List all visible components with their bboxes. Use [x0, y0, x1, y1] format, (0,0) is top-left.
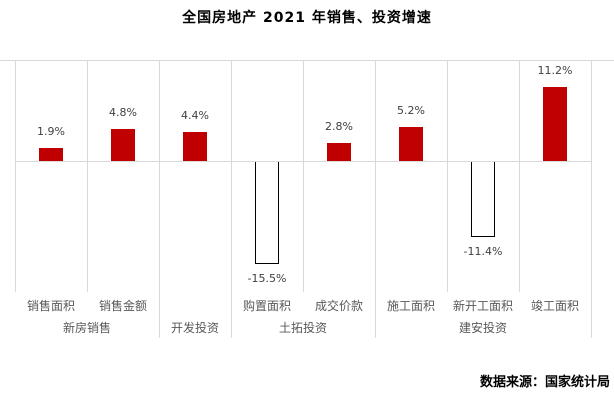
value-label: 5.2% [397, 104, 425, 117]
group-divider [375, 292, 376, 338]
value-label: -11.4% [463, 245, 503, 258]
chart-title: 全国房地产 2021 年销售、投资增速 [182, 10, 432, 26]
value-label: 11.2% [537, 64, 573, 77]
source-label: 数据来源：国家统计局 [479, 375, 610, 390]
group-label: 建安投资 [458, 321, 507, 335]
category-label: 竣工面积 [530, 299, 579, 313]
gridline [87, 60, 88, 292]
category-label: 购置面积 [242, 299, 291, 313]
gridline [375, 60, 376, 292]
bar [111, 129, 135, 161]
gridline [303, 60, 304, 292]
negative-bar [255, 162, 279, 264]
value-label: -15.5% [247, 272, 287, 285]
category-label: 施工面积 [386, 299, 435, 313]
bar [543, 87, 567, 161]
bar [327, 143, 351, 161]
bar [39, 148, 63, 161]
value-label: 2.8% [325, 120, 353, 133]
gridline [231, 60, 232, 292]
category-label: 新开工面积 [452, 299, 513, 313]
group-label: 开发投资 [170, 321, 219, 335]
bar [399, 127, 423, 161]
top-gridline [0, 60, 614, 61]
value-label: 4.4% [181, 109, 209, 122]
group-label: 新房销售 [62, 321, 111, 335]
gridline [519, 60, 520, 292]
gridline [159, 60, 160, 292]
group-label: 土拓投资 [278, 321, 327, 335]
negative-bar [471, 162, 495, 237]
gridline [591, 60, 592, 292]
value-label: 1.9% [37, 125, 65, 138]
bar [183, 132, 207, 161]
category-label: 销售面积 [26, 299, 75, 313]
gridline [15, 60, 16, 292]
value-label: 4.8% [109, 106, 137, 119]
gridline [447, 60, 448, 292]
group-divider [231, 292, 232, 338]
category-label: 成交价款 [314, 299, 363, 313]
group-divider [159, 292, 160, 338]
group-divider [591, 292, 592, 338]
category-label: 销售金额 [98, 299, 147, 313]
